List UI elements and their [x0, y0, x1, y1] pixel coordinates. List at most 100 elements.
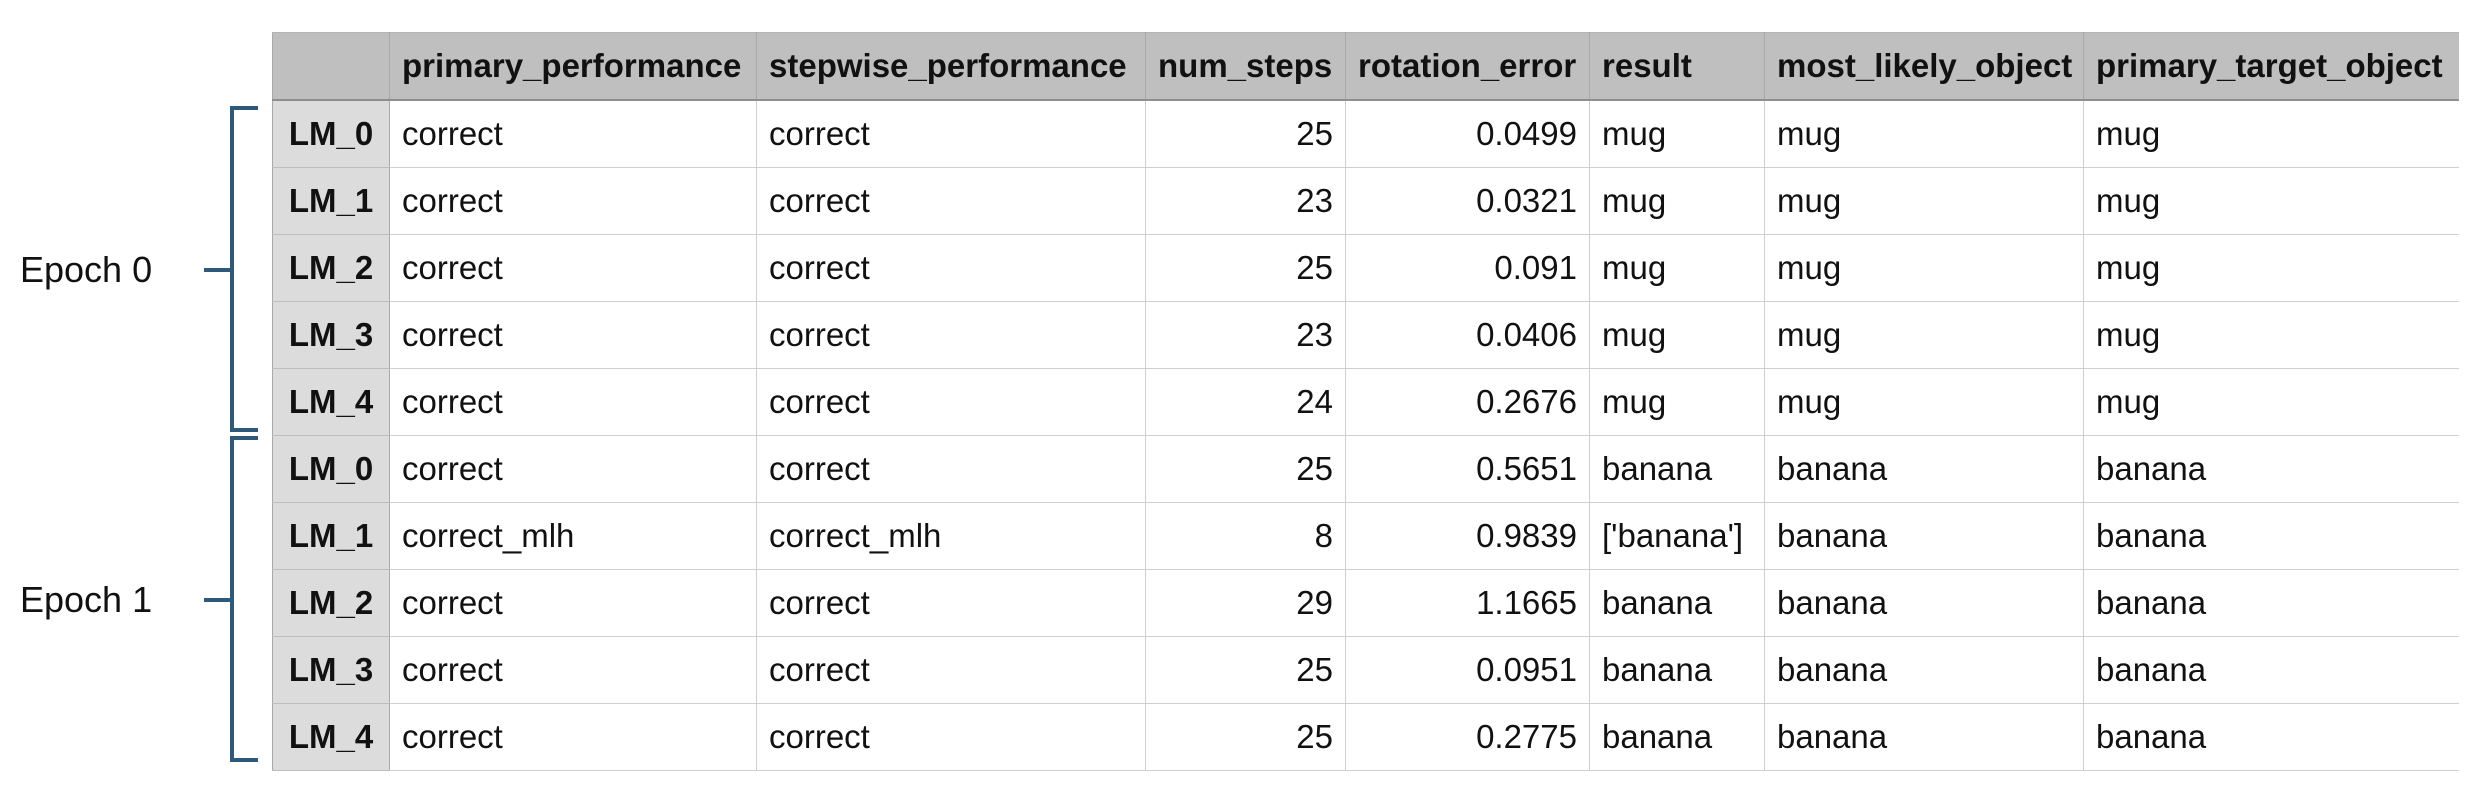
- cell-num-steps[interactable]: 25: [1145, 435, 1346, 503]
- cell-result[interactable]: banana: [1589, 636, 1765, 704]
- cell-num-steps[interactable]: 25: [1145, 636, 1346, 704]
- column-header-stepwise-performance[interactable]: stepwise_performance: [756, 32, 1146, 101]
- epoch-0-bracket: [230, 106, 258, 432]
- cell-num-steps[interactable]: 8: [1145, 502, 1346, 570]
- column-header-primary-target-object[interactable]: primary_target_object: [2083, 32, 2459, 101]
- cell-stepwise-performance[interactable]: correct: [756, 368, 1146, 436]
- epoch-0-bracket-tick: [204, 268, 234, 272]
- cell-stepwise-performance[interactable]: correct: [756, 100, 1146, 168]
- column-header-most-likely-object[interactable]: most_likely_object: [1764, 32, 2084, 101]
- cell-primary-target-object[interactable]: banana: [2083, 703, 2459, 771]
- cell-primary-target-object[interactable]: mug: [2083, 368, 2459, 436]
- cell-most-likely-object[interactable]: mug: [1764, 167, 2084, 235]
- cell-primary-performance[interactable]: correct: [389, 569, 757, 637]
- cell-primary-target-object[interactable]: banana: [2083, 435, 2459, 503]
- column-header-num-steps[interactable]: num_steps: [1145, 32, 1346, 101]
- table-row: LM_2 correct correct 29 1.1665 banana ba…: [272, 569, 2459, 637]
- cell-rotation-error[interactable]: 0.2676: [1345, 368, 1590, 436]
- cell-rotation-error[interactable]: 0.0499: [1345, 100, 1590, 168]
- cell-most-likely-object[interactable]: mug: [1764, 368, 2084, 436]
- cell-rotation-error[interactable]: 0.9839: [1345, 502, 1590, 570]
- column-header-primary-performance[interactable]: primary_performance: [389, 32, 757, 101]
- cell-most-likely-object[interactable]: mug: [1764, 100, 2084, 168]
- cell-result[interactable]: ['banana']: [1589, 502, 1765, 570]
- cell-primary-performance[interactable]: correct: [389, 100, 757, 168]
- cell-primary-performance[interactable]: correct: [389, 301, 757, 369]
- table-row: LM_4 correct correct 24 0.2676 mug mug m…: [272, 368, 2459, 436]
- cell-rotation-error[interactable]: 0.2775: [1345, 703, 1590, 771]
- cell-result[interactable]: banana: [1589, 569, 1765, 637]
- cell-stepwise-performance[interactable]: correct: [756, 301, 1146, 369]
- cell-result[interactable]: mug: [1589, 234, 1765, 302]
- cell-num-steps[interactable]: 24: [1145, 368, 1346, 436]
- cell-rotation-error[interactable]: 0.0321: [1345, 167, 1590, 235]
- cell-num-steps[interactable]: 23: [1145, 301, 1346, 369]
- cell-primary-performance[interactable]: correct: [389, 234, 757, 302]
- cell-primary-performance[interactable]: correct: [389, 435, 757, 503]
- table-row: LM_3 correct correct 23 0.0406 mug mug m…: [272, 301, 2459, 369]
- cell-most-likely-object[interactable]: mug: [1764, 234, 2084, 302]
- corner-header: [272, 32, 390, 101]
- header-row: primary_performance stepwise_performance…: [272, 32, 2459, 101]
- column-header-result[interactable]: result: [1589, 32, 1765, 101]
- cell-stepwise-performance[interactable]: correct_mlh: [756, 502, 1146, 570]
- cell-primary-performance[interactable]: correct: [389, 368, 757, 436]
- row-header-cell: LM_2: [272, 569, 390, 637]
- cell-result[interactable]: mug: [1589, 100, 1765, 168]
- table-row: LM_0 correct correct 25 0.5651 banana ba…: [272, 435, 2459, 503]
- cell-result[interactable]: mug: [1589, 368, 1765, 436]
- row-header-cell: LM_0: [272, 100, 390, 168]
- cell-stepwise-performance[interactable]: correct: [756, 167, 1146, 235]
- cell-stepwise-performance[interactable]: correct: [756, 569, 1146, 637]
- cell-num-steps[interactable]: 25: [1145, 100, 1346, 168]
- cell-rotation-error[interactable]: 0.5651: [1345, 435, 1590, 503]
- cell-most-likely-object[interactable]: banana: [1764, 502, 2084, 570]
- epoch-1-bracket: [230, 436, 258, 762]
- row-header-cell: LM_1: [272, 502, 390, 570]
- cell-primary-target-object[interactable]: banana: [2083, 569, 2459, 637]
- epoch-1-bracket-tick: [204, 598, 234, 602]
- cell-num-steps[interactable]: 25: [1145, 234, 1346, 302]
- cell-most-likely-object[interactable]: banana: [1764, 435, 2084, 503]
- cell-stepwise-performance[interactable]: correct: [756, 636, 1146, 704]
- row-header-cell: LM_3: [272, 636, 390, 704]
- cell-primary-target-object[interactable]: banana: [2083, 636, 2459, 704]
- cell-primary-performance[interactable]: correct_mlh: [389, 502, 757, 570]
- cell-most-likely-object[interactable]: banana: [1764, 636, 2084, 704]
- table-row: LM_2 correct correct 25 0.091 mug mug mu…: [272, 234, 2459, 302]
- cell-most-likely-object[interactable]: banana: [1764, 569, 2084, 637]
- cell-rotation-error[interactable]: 1.1665: [1345, 569, 1590, 637]
- row-header-cell: LM_4: [272, 368, 390, 436]
- cell-num-steps[interactable]: 23: [1145, 167, 1346, 235]
- cell-most-likely-object[interactable]: banana: [1764, 703, 2084, 771]
- cell-primary-target-object[interactable]: banana: [2083, 502, 2459, 570]
- cell-result[interactable]: banana: [1589, 703, 1765, 771]
- cell-primary-target-object[interactable]: mug: [2083, 167, 2459, 235]
- cell-primary-target-object[interactable]: mug: [2083, 301, 2459, 369]
- cell-result[interactable]: banana: [1589, 435, 1765, 503]
- table-row: LM_1 correct_mlh correct_mlh 8 0.9839 ['…: [272, 502, 2459, 570]
- row-header-cell: LM_2: [272, 234, 390, 302]
- column-header-rotation-error[interactable]: rotation_error: [1345, 32, 1590, 101]
- cell-stepwise-performance[interactable]: correct: [756, 435, 1146, 503]
- cell-stepwise-performance[interactable]: correct: [756, 703, 1146, 771]
- cell-result[interactable]: mug: [1589, 301, 1765, 369]
- cell-stepwise-performance[interactable]: correct: [756, 234, 1146, 302]
- table-row: LM_3 correct correct 25 0.0951 banana ba…: [272, 636, 2459, 704]
- epoch-1-label: Epoch 1: [20, 579, 153, 620]
- cell-primary-performance[interactable]: correct: [389, 167, 757, 235]
- cell-num-steps[interactable]: 25: [1145, 703, 1346, 771]
- cell-primary-performance[interactable]: correct: [389, 703, 757, 771]
- table-row: LM_1 correct correct 23 0.0321 mug mug m…: [272, 167, 2459, 235]
- cell-rotation-error[interactable]: 0.0951: [1345, 636, 1590, 704]
- cell-rotation-error[interactable]: 0.091: [1345, 234, 1590, 302]
- cell-primary-target-object[interactable]: mug: [2083, 100, 2459, 168]
- table-row: LM_4 correct correct 25 0.2775 banana ba…: [272, 703, 2459, 771]
- cell-result[interactable]: mug: [1589, 167, 1765, 235]
- cell-primary-target-object[interactable]: mug: [2083, 234, 2459, 302]
- cell-num-steps[interactable]: 29: [1145, 569, 1346, 637]
- cell-primary-performance[interactable]: correct: [389, 636, 757, 704]
- row-header-cell: LM_0: [272, 435, 390, 503]
- cell-most-likely-object[interactable]: mug: [1764, 301, 2084, 369]
- cell-rotation-error[interactable]: 0.0406: [1345, 301, 1590, 369]
